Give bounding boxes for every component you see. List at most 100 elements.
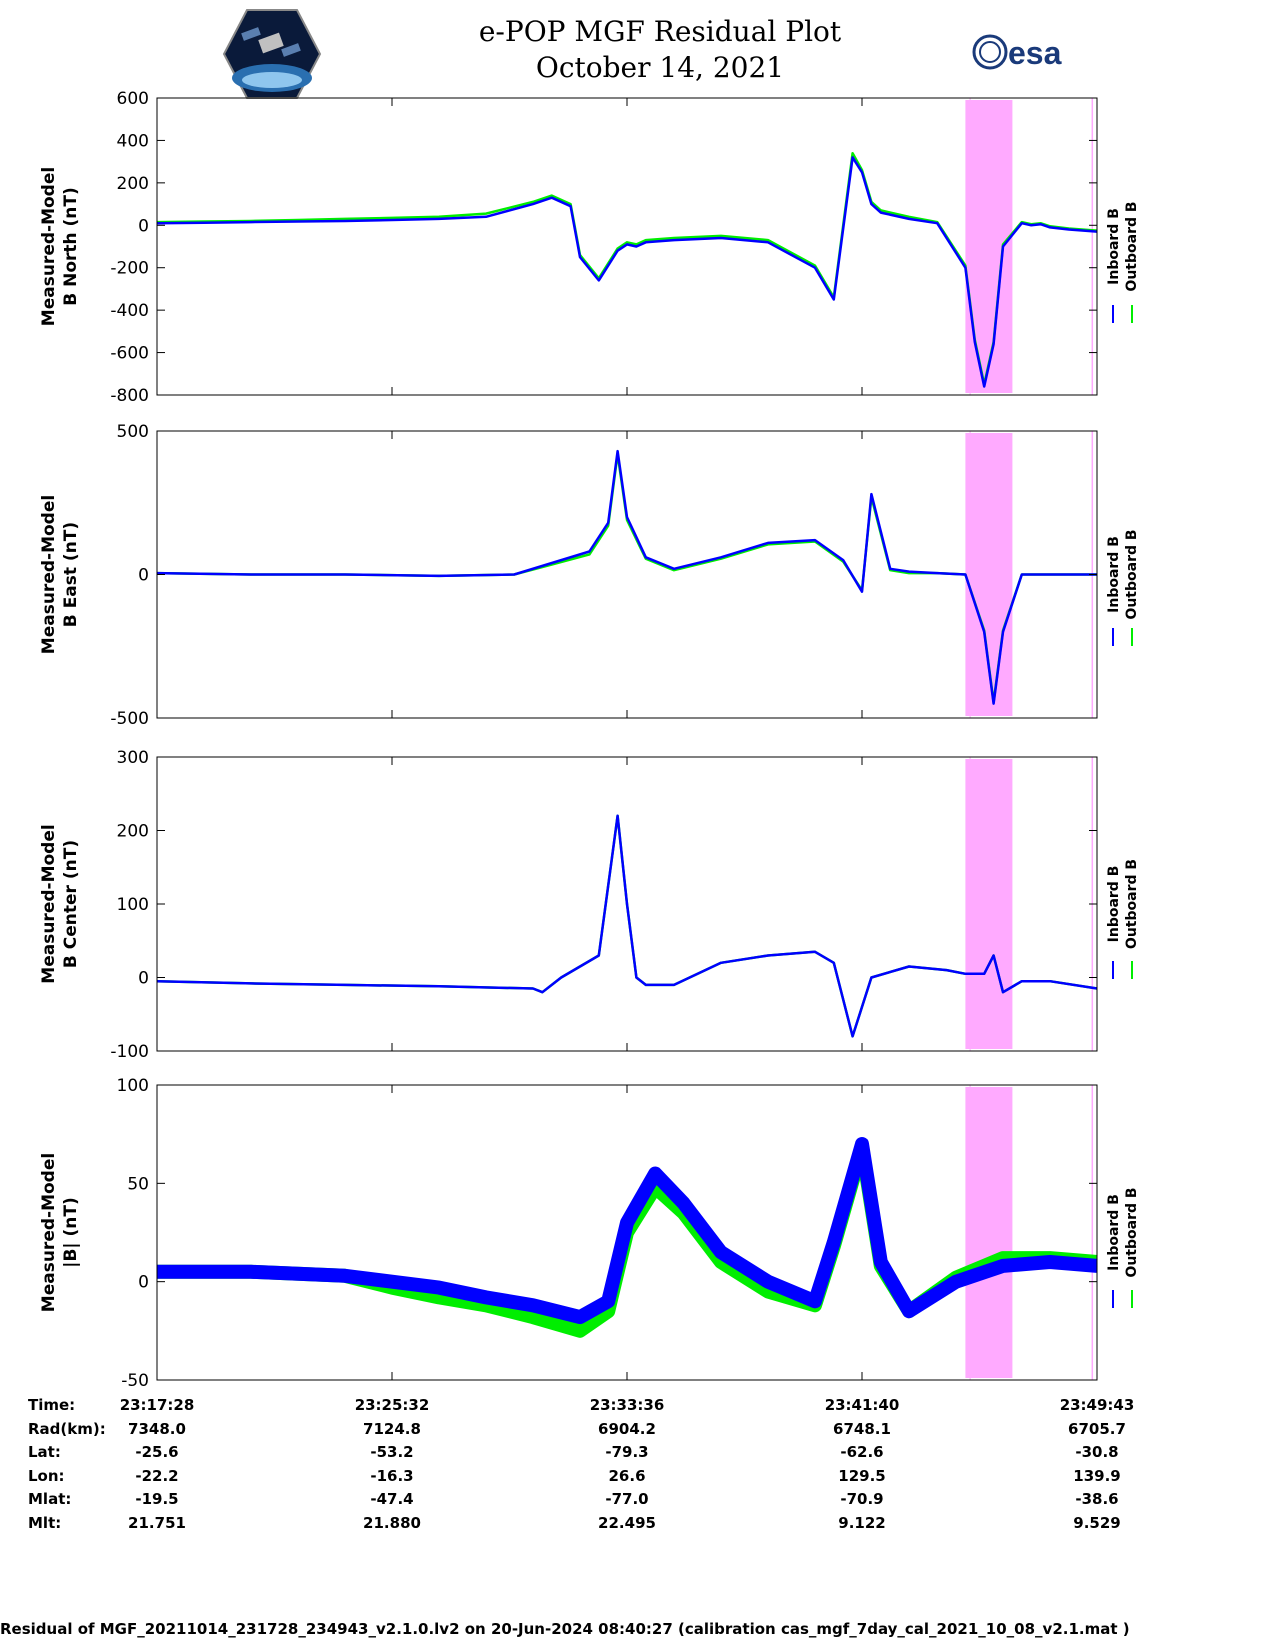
series-inboard (156, 449, 1097, 705)
table-cell: 7124.8 (363, 1420, 421, 1438)
y-axis-label: Measured-Model |B| (nT) (39, 1153, 81, 1312)
y-tick-label: 0 (138, 969, 149, 989)
y-axis-label-line2: B East (nT) (61, 522, 81, 627)
cassiope-logo (222, 9, 322, 99)
y-tick-label: 100 (117, 1076, 149, 1096)
y-tick-label: -100 (110, 1042, 149, 1062)
y-axis-label-line2: |B| (nT) (61, 1197, 81, 1268)
series-inboard (156, 814, 1098, 1038)
legend-outboard-label: Outboard B (1124, 1187, 1140, 1277)
panel-4: 100 50 0 -50 Measured-Model |B| (nT) Inboard B… (39, 1076, 1140, 1391)
table-cell: 139.9 (1073, 1467, 1121, 1485)
series-outboard (156, 814, 1098, 1038)
legend-outboard-label: Outboard B (1124, 201, 1140, 291)
y-tick-label: 0 (138, 566, 149, 586)
table-cell: 23:17:28 (119, 1396, 195, 1414)
table-row-label: Lon: (28, 1467, 65, 1485)
table-cell: 23:33:36 (589, 1396, 665, 1414)
table-cell: -62.6 (840, 1443, 884, 1461)
plot-frame (156, 97, 1098, 396)
table-cell: -22.2 (135, 1467, 179, 1485)
highlight-band (965, 759, 1013, 1049)
y-axis-label-line1: Measured-Model (39, 1153, 59, 1312)
table-cell: -79.3 (605, 1443, 649, 1461)
esa-logo: esa (972, 34, 1062, 71)
title-block: e-POP MGF Residual Plot October 14, 2021 (380, 14, 940, 86)
table-row-label: Mlt: (28, 1514, 62, 1532)
panel-3: 300 200 100 0 -100 Measured-Model B Center (nT… (39, 748, 1140, 1062)
table-cell: 21.751 (128, 1514, 186, 1532)
y-tick-label: 200 (117, 822, 149, 842)
y-axis-label-line2: B Center (nT) (61, 840, 81, 968)
y-axis-label-line1: Measured-Model (39, 495, 59, 654)
y-tick-label: 50 (127, 1174, 149, 1194)
y-tick-label: 0 (138, 216, 149, 236)
panel-2: 500 0 -500 Measured-Model B East (nT) Inboard… (39, 422, 1140, 729)
footer-note: Residual of MGF_20211014_231728_234943_v… (0, 1620, 1130, 1638)
table-cell: -53.2 (370, 1443, 414, 1461)
table-cell: 23:41:40 (824, 1396, 900, 1414)
table-cell: 129.5 (838, 1467, 886, 1485)
legend: Inboard B Outboard B (1106, 529, 1140, 619)
y-tick-label: 0 (138, 1273, 149, 1293)
table-cell: -16.3 (370, 1467, 414, 1485)
table-cell: -19.5 (135, 1490, 179, 1508)
table-row-label: Mlat: (28, 1490, 72, 1508)
table-cell: -70.9 (840, 1490, 884, 1508)
table-cell: 21.880 (363, 1514, 421, 1532)
plot-title: e-POP MGF Residual Plot (478, 15, 842, 48)
y-tick-label: -800 (110, 386, 149, 406)
table-cell: 23:25:32 (354, 1396, 430, 1414)
legend: Inboard B Outboard B (1106, 859, 1140, 949)
panel-1: 600 400 200 0 -200 -400 -600 -800 Measured-Model… (39, 89, 1140, 406)
table-cell: -30.8 (1075, 1443, 1119, 1461)
y-axis-label-line1: Measured-Model (39, 167, 59, 326)
legend-outboard-label: Outboard B (1124, 859, 1140, 949)
legend-outboard-label: Outboard B (1124, 529, 1140, 619)
table-cell: 23:49:43 (1059, 1396, 1135, 1414)
table-cell: 6904.2 (598, 1420, 656, 1438)
svg-text:esa: esa (1008, 35, 1062, 71)
legend-inboard-label: Inboard B (1106, 1194, 1122, 1271)
table-cell: -47.4 (370, 1490, 414, 1508)
table-cell: 9.529 (1073, 1514, 1121, 1532)
y-tick-label: 100 (117, 895, 149, 915)
y-tick-label: 200 (117, 174, 149, 194)
table-cell: 6748.1 (833, 1420, 891, 1438)
y-tick-label: -200 (110, 259, 149, 279)
table-cell: -38.6 (1075, 1490, 1119, 1508)
table-cell: -25.6 (135, 1443, 179, 1461)
table-cell: 6705.7 (1068, 1420, 1126, 1438)
legend-inboard-label: Inboard B (1106, 866, 1122, 943)
highlight-band (965, 1087, 1013, 1378)
y-axis-label: Measured-Model B Center (nT) (39, 824, 81, 983)
legend-inboard-label: Inboard B (1106, 536, 1122, 613)
series-inboard (156, 156, 1098, 388)
table-cell: -77.0 (605, 1490, 649, 1508)
y-axis-label-line1: Measured-Model (39, 824, 59, 983)
y-tick-label: -400 (110, 301, 149, 321)
table-cell: 26.6 (608, 1467, 646, 1485)
y-tick-label: -600 (110, 344, 149, 364)
table-cell: 9.122 (838, 1514, 886, 1532)
y-tick-label: 400 (117, 131, 149, 151)
y-tick-label: -50 (121, 1371, 149, 1391)
y-axis-label: Measured-Model B North (nT) (39, 167, 81, 326)
y-tick-label: 600 (117, 89, 149, 109)
y-tick-label: -500 (110, 709, 149, 729)
series-inboard (157, 1137, 1098, 1325)
table-cell: 7348.0 (128, 1420, 186, 1438)
y-axis-label-line2: B North (nT) (61, 187, 81, 306)
legend: Inboard B Outboard B (1106, 1187, 1140, 1277)
highlight-band (965, 100, 1013, 393)
series-outboard (156, 151, 1098, 386)
table-cell: 22.495 (598, 1514, 656, 1532)
legend: Inboard B Outboard B (1106, 201, 1140, 291)
series-outboard (156, 452, 1097, 704)
legend-inboard-label: Inboard B (1106, 208, 1122, 285)
table-row-label: Time: (28, 1396, 76, 1414)
plot-date: October 14, 2021 (535, 51, 785, 84)
y-tick-label: 500 (117, 422, 149, 442)
y-axis-label: Measured-Model B East (nT) (39, 495, 81, 654)
